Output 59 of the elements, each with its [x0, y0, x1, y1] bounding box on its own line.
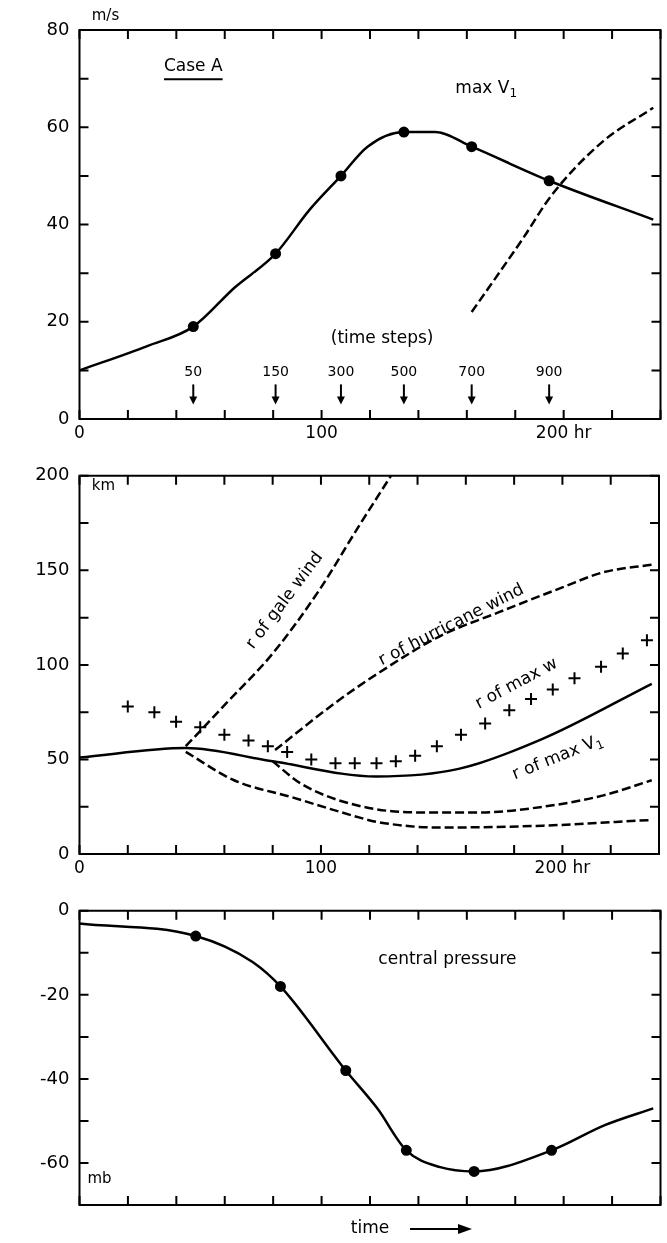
y-tick-label: 200	[35, 463, 70, 485]
annotation: 50	[184, 363, 203, 380]
annotation: (time steps)	[330, 327, 434, 348]
point	[408, 748, 423, 763]
x-tick-label: 0	[74, 856, 85, 877]
x-tick-label: 100	[305, 421, 338, 442]
text: r of max V1	[508, 731, 607, 784]
point	[639, 633, 654, 648]
y-axis-title: km	[91, 475, 116, 494]
point	[120, 699, 135, 714]
point	[241, 733, 256, 748]
y-tick-label: 40	[46, 212, 70, 234]
y-tick-label: 20	[46, 309, 70, 331]
x-axis-title: time	[350, 1217, 390, 1238]
x-tick-label: 200 hr	[535, 421, 592, 442]
y-axis-title: m/s	[91, 5, 120, 24]
text: central pressure	[378, 947, 517, 968]
point	[567, 671, 582, 686]
point	[615, 646, 630, 661]
point	[217, 727, 232, 742]
x-tick-label: 200 hr	[534, 856, 591, 877]
point	[193, 720, 208, 735]
y-tick-label: 50	[46, 747, 70, 769]
point	[594, 659, 609, 674]
annotation: 500	[390, 363, 418, 380]
point	[524, 691, 539, 706]
point	[328, 756, 343, 771]
annotation: 700	[458, 363, 486, 380]
annotation: 150	[262, 363, 289, 380]
point	[169, 714, 184, 729]
y-tick-label: 0	[58, 898, 70, 920]
y-tick-label: 80	[46, 17, 70, 39]
annotation: 300	[327, 363, 355, 380]
x-tick-label: 100	[304, 856, 338, 877]
point	[280, 744, 295, 759]
y-tick-label: 0	[58, 841, 70, 863]
point	[347, 756, 362, 771]
point	[478, 716, 493, 731]
y-tick-label: -40	[40, 1066, 70, 1088]
point	[429, 739, 444, 754]
y-tick-label: 60	[46, 114, 70, 136]
point	[147, 705, 162, 720]
y-axis-title: mb	[87, 1168, 112, 1187]
y-tick-label: 100	[35, 652, 70, 674]
annotation: Case A	[163, 54, 223, 75]
y-tick-label: 0	[58, 406, 70, 428]
point	[304, 752, 319, 767]
y-tick-label: -20	[40, 982, 70, 1004]
y-tick-label: -60	[40, 1150, 70, 1172]
annotation: 900	[535, 363, 563, 380]
point	[369, 756, 384, 771]
point	[545, 682, 560, 697]
text: r of max w	[471, 652, 561, 713]
y-tick-label: 150	[35, 558, 70, 580]
point	[502, 703, 517, 718]
point	[260, 739, 275, 754]
point	[454, 727, 468, 742]
point	[388, 754, 403, 769]
x-tick-label: 0	[74, 421, 85, 442]
